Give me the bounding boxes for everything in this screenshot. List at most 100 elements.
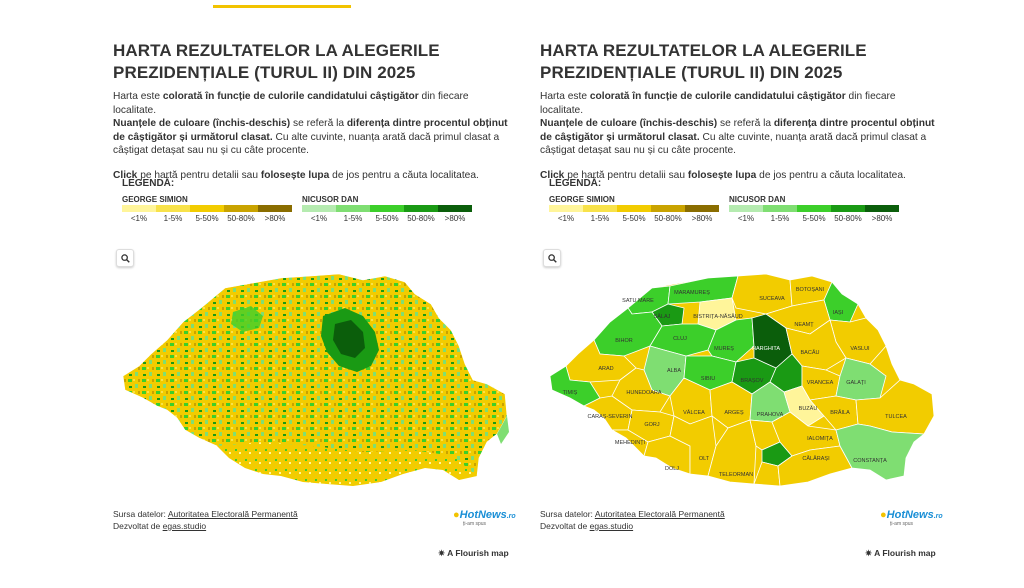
- page-title: HARTA REZULTATELOR LA ALEGERILE PREZIDEN…: [113, 41, 440, 82]
- legend-swatch: [336, 205, 370, 212]
- legend-swatch: [685, 205, 719, 212]
- hotnews-logo[interactable]: ●HotNews.ro ți-am spus: [453, 509, 516, 527]
- instr-bold: Click: [113, 169, 138, 181]
- label-galati: GALAȚI: [846, 380, 866, 386]
- legend-simion-swatches: [549, 205, 719, 212]
- legend-tick-label: 5-50%: [622, 214, 646, 223]
- legend-tick-label: 1-5%: [163, 214, 183, 223]
- legend-dan: NICUSOR DAN <1% 1-5% 5-50% 50-80% >80%: [302, 195, 472, 223]
- flourish-label: A Flourish map: [447, 548, 509, 558]
- harghita-dark-region[interactable]: [333, 320, 365, 358]
- label-cluj: CLUJ: [673, 336, 687, 342]
- legend-title: LEGENDĂ:: [122, 178, 175, 189]
- legend-title: LEGENDĂ:: [549, 178, 602, 189]
- legend-swatch: [438, 205, 472, 212]
- label-neamt: NEAMȚ: [794, 322, 814, 328]
- label-valcea: VÂLCEA: [683, 409, 705, 416]
- flourish-icon: ✷: [865, 548, 873, 558]
- county-constanta[interactable]: [835, 423, 926, 481]
- label-satu-mare: SATU MARE: [622, 298, 654, 304]
- legend-tick-label: <1%: [130, 214, 148, 223]
- label-hunedoara: HUNEDOARA: [626, 390, 661, 396]
- instr-bold: Click: [540, 169, 565, 181]
- dev-link[interactable]: egas.studio: [162, 521, 207, 531]
- page-title: HARTA REZULTATELOR LA ALEGERILE PREZIDEN…: [540, 41, 867, 82]
- desc-bold: Nuanțele de culoare (închis-deschis): [540, 118, 718, 129]
- legend-swatch: [831, 205, 865, 212]
- desc-text: Harta este: [540, 91, 590, 102]
- instr-text: de jos pentru a căuta localitatea.: [756, 169, 906, 181]
- desc-text: din fiecare localitate.: [540, 91, 896, 116]
- locality-map[interactable]: [113, 246, 513, 504]
- source-label: Sursa datelor:: [540, 509, 595, 519]
- label-sibiu: SIBIU: [701, 376, 715, 382]
- search-button[interactable]: [116, 249, 134, 267]
- legend-swatch: [190, 205, 224, 212]
- legend-simion-swatches: [122, 205, 292, 212]
- instructions: Click pe hartă pentru detalii sau folose…: [113, 169, 513, 182]
- legend-swatch: [763, 205, 797, 212]
- instr-text: pe hartă pentru detalii sau: [137, 169, 261, 181]
- cluj-green-patch[interactable]: [231, 306, 263, 332]
- source-label: Sursa datelor:: [113, 509, 168, 519]
- flourish-icon: ✷: [438, 548, 446, 558]
- source-link[interactable]: Autoritatea Electorală Permanentă: [167, 509, 298, 519]
- description: Harta este colorată în funcție de culori…: [540, 90, 940, 158]
- county-suceava[interactable]: [731, 273, 793, 315]
- legend-simion-ticks: <1% 1-5% 5-50% 50-80% >80%: [122, 214, 292, 223]
- desc-text: se referă la: [290, 118, 347, 129]
- legend-tick-label: 50-80%: [834, 214, 862, 223]
- legend-dan-name: NICUSOR DAN: [729, 195, 786, 204]
- label-arad: ARAD: [598, 366, 613, 372]
- search-button[interactable]: [543, 249, 561, 267]
- legend-tick-label: 5-50%: [802, 214, 826, 223]
- label-alba: ALBA: [667, 368, 681, 374]
- county-map[interactable]: SATU MARE MARAMUREȘ BOTOȘANI SĂLAJ BISTR…: [540, 246, 940, 504]
- desc-bold: diferența dintre procentul obținut de câ…: [540, 118, 935, 143]
- legend-swatch: [370, 205, 404, 212]
- legend-tick-label: <1%: [737, 214, 755, 223]
- source-link[interactable]: Autoritatea Electorală Permanentă: [594, 509, 725, 519]
- legend-dan-ticks: <1% 1-5% 5-50% 50-80% >80%: [302, 214, 472, 223]
- search-icon: [547, 253, 557, 263]
- hotnews-logo[interactable]: ●HotNews.ro ți-am spus: [880, 509, 943, 527]
- desc-bold: colorată în funcție de culorile candidat…: [162, 91, 419, 102]
- top-accent-line: [213, 5, 351, 8]
- constanta-edge[interactable]: [497, 416, 509, 444]
- label-tulcea: TULCEA: [885, 414, 907, 420]
- legend-swatch: [156, 205, 190, 212]
- dev-link[interactable]: egas.studio: [589, 521, 634, 531]
- legend-tick-label: 1-5%: [343, 214, 363, 223]
- legend-tick-label: 1-5%: [590, 214, 610, 223]
- brand-tagline: ți-am spus: [890, 521, 914, 527]
- legend-swatch: [549, 205, 583, 212]
- brand-name: HotNews: [459, 509, 507, 521]
- legend-tick-label: 5-50%: [375, 214, 399, 223]
- county-timis[interactable]: [549, 365, 601, 407]
- instructions: Click pe hartă pentru detalii sau folose…: [540, 169, 940, 182]
- legend-simion-ticks: <1% 1-5% 5-50% 50-80% >80%: [549, 214, 719, 223]
- south-plain-region[interactable]: [217, 442, 477, 486]
- desc-text: Cu alte cuvinte, nuanța arată dacă primu…: [113, 131, 500, 157]
- legend-simion-name: GEORGE SIMION: [122, 195, 188, 204]
- desc-bold: colorată în funcție de culorile candidat…: [589, 91, 846, 102]
- county-mures[interactable]: [707, 317, 755, 363]
- label-bacau: BACĂU: [801, 349, 820, 356]
- label-braila: BRĂILA: [830, 409, 850, 416]
- label-salaj: SĂLAJ: [654, 313, 671, 320]
- label-constanta: CONSTANȚA: [853, 458, 887, 464]
- label-gorj: GORJ: [644, 422, 660, 428]
- flourish-credit[interactable]: ✷ A Flourish map: [865, 548, 936, 559]
- desc-text: Harta este: [113, 91, 163, 102]
- legend-dan: NICUSOR DAN <1% 1-5% 5-50% 50-80% >80%: [729, 195, 899, 223]
- locality-map-svg[interactable]: [113, 246, 513, 504]
- flourish-credit[interactable]: ✷ A Flourish map: [438, 548, 509, 559]
- county-labels: SATU MARE MARAMUREȘ BOTOȘANI SĂLAJ BISTR…: [563, 287, 908, 478]
- county-map-svg[interactable]: SATU MARE MARAMUREȘ BOTOȘANI SĂLAJ BISTR…: [540, 246, 940, 504]
- legend-tick-label: 50-80%: [407, 214, 435, 223]
- instr-bold: folosește lupa: [260, 169, 330, 181]
- county-teleorman[interactable]: [707, 419, 757, 485]
- source-credit: Sursa datelor: Autoritatea Electorală Pe…: [113, 508, 298, 532]
- legend-swatch: [122, 205, 156, 212]
- label-suceava: SUCEAVA: [759, 296, 785, 302]
